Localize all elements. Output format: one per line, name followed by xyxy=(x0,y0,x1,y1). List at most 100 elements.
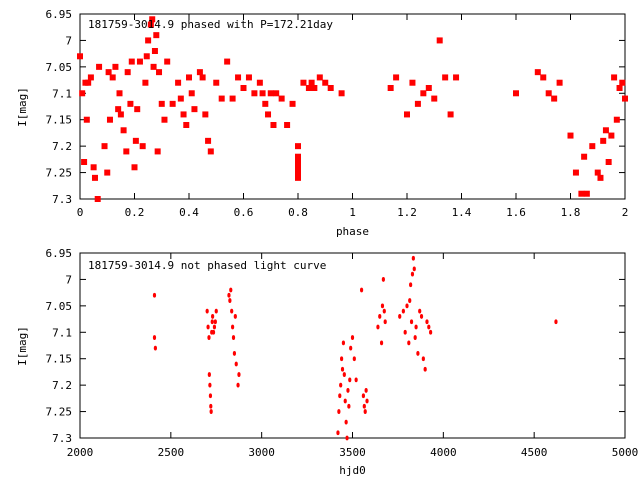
data-point xyxy=(322,79,329,86)
data-point xyxy=(605,159,612,165)
data-point xyxy=(90,164,97,171)
data-point xyxy=(382,308,386,314)
data-point xyxy=(158,100,165,107)
data-point xyxy=(153,345,157,351)
data-point xyxy=(350,335,355,340)
data-point xyxy=(96,63,103,70)
data-point xyxy=(101,143,108,150)
data-point xyxy=(343,398,347,404)
data-point xyxy=(81,159,88,165)
data-point xyxy=(308,79,315,86)
x-tick-label: 1.4 xyxy=(452,206,472,219)
data-point xyxy=(116,90,123,97)
y-tick-label: 7.2 xyxy=(52,379,72,392)
y-tick-label: 7.3 xyxy=(52,193,72,206)
data-point xyxy=(104,169,111,176)
y-tick-label: 7.05 xyxy=(46,300,73,313)
data-point xyxy=(79,90,86,97)
data-point xyxy=(109,74,116,81)
data-point xyxy=(387,85,394,91)
data-point xyxy=(423,366,427,372)
data-point xyxy=(327,85,334,91)
data-point xyxy=(213,319,217,325)
y-tick-label: 7.3 xyxy=(52,432,72,445)
data-point xyxy=(105,69,112,76)
chart-title: 181759-3014.9 not phased light curve xyxy=(88,259,326,272)
data-point xyxy=(418,308,422,314)
data-point xyxy=(554,319,558,325)
data-point xyxy=(151,48,158,54)
data-point xyxy=(295,169,301,176)
data-point xyxy=(207,372,211,377)
data-point xyxy=(91,174,98,181)
data-point xyxy=(401,308,405,314)
data-point xyxy=(87,74,94,81)
data-point xyxy=(411,255,415,261)
y-tick-label: 7 xyxy=(65,273,72,286)
data-point xyxy=(186,74,192,81)
data-point xyxy=(156,69,163,76)
data-point xyxy=(342,372,346,377)
data-point xyxy=(205,137,212,144)
data-point xyxy=(381,277,385,282)
x-tick-label: 4000 xyxy=(430,446,457,459)
data-point xyxy=(378,314,382,319)
data-point xyxy=(341,340,346,346)
data-point xyxy=(224,58,231,65)
data-point xyxy=(134,106,141,113)
data-point xyxy=(305,85,312,91)
data-point xyxy=(421,356,425,362)
data-point xyxy=(404,111,410,118)
data-point xyxy=(380,303,385,309)
data-point xyxy=(453,74,460,81)
data-point xyxy=(139,143,146,150)
data-point xyxy=(403,329,407,335)
data-point xyxy=(419,314,424,319)
data-point xyxy=(147,21,154,28)
x-tick-label: 2500 xyxy=(158,446,185,459)
data-point xyxy=(149,16,156,23)
x-axis-label: hjd0 xyxy=(339,464,366,477)
data-point xyxy=(117,111,124,118)
data-point xyxy=(362,403,366,409)
data-point xyxy=(175,79,182,86)
data-point xyxy=(128,58,135,65)
data-point xyxy=(442,74,449,81)
data-point xyxy=(346,388,350,393)
data-point xyxy=(383,319,387,325)
data-point xyxy=(209,403,213,409)
data-point xyxy=(152,292,157,298)
data-point xyxy=(602,127,609,134)
data-point xyxy=(578,190,585,197)
data-point xyxy=(534,69,541,76)
data-point xyxy=(236,382,240,388)
data-point xyxy=(600,137,607,144)
data-point xyxy=(115,106,122,113)
data-point xyxy=(608,132,615,139)
data-point xyxy=(365,398,369,404)
data-point xyxy=(447,111,454,118)
data-point xyxy=(211,314,215,319)
data-point xyxy=(429,329,433,335)
data-point xyxy=(413,335,417,340)
data-point xyxy=(152,335,157,340)
data-point xyxy=(340,366,345,372)
data-point xyxy=(311,85,318,91)
data-point xyxy=(196,69,203,76)
x-tick-label: 2 xyxy=(622,206,629,219)
data-point xyxy=(229,95,236,102)
data-point xyxy=(206,324,210,330)
data-point xyxy=(232,351,237,356)
y-tick-label: 7.25 xyxy=(46,167,73,180)
data-point xyxy=(85,79,92,86)
data-point xyxy=(556,79,563,86)
data-point xyxy=(583,190,590,197)
data-point xyxy=(150,63,157,70)
data-point xyxy=(278,95,285,102)
data-point xyxy=(77,53,83,60)
data-point xyxy=(345,435,349,441)
x-tick-label: 0.6 xyxy=(234,206,254,219)
data-point xyxy=(364,388,368,393)
data-point xyxy=(83,116,90,123)
data-point xyxy=(316,74,323,81)
